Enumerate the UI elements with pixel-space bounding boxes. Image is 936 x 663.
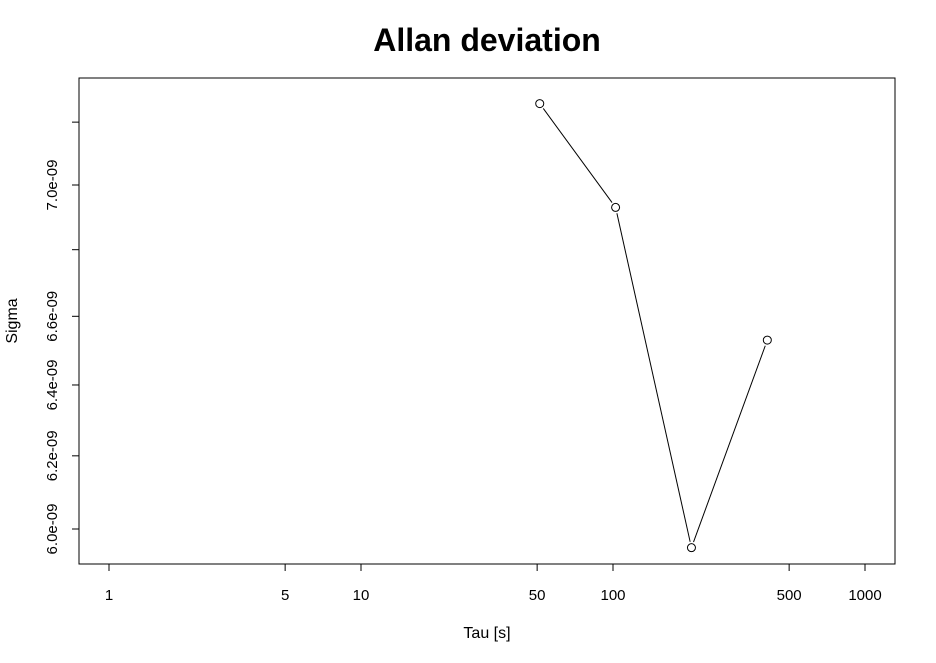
chart-title: Allan deviation xyxy=(373,22,601,58)
y-tick-label: 6.6e-09 xyxy=(44,291,61,342)
data-point xyxy=(686,543,696,553)
series-line-segment xyxy=(693,345,766,543)
series-line-segment xyxy=(542,108,613,203)
y-tick-label: 6.0e-09 xyxy=(44,504,61,555)
x-tick-label: 10 xyxy=(353,587,370,604)
series-group xyxy=(535,99,772,553)
x-tick-label: 100 xyxy=(600,587,625,604)
plot-frame xyxy=(78,77,896,565)
series-line-segment xyxy=(616,213,691,542)
x-tick-label: 50 xyxy=(529,587,546,604)
x-axis: 1 5 10 50 100 500 1000 xyxy=(105,563,882,604)
data-point xyxy=(611,202,621,212)
x-tick-label: 1 xyxy=(105,587,113,604)
x-axis-label: Tau [s] xyxy=(463,625,510,642)
data-point xyxy=(535,99,545,109)
y-axis-label: Sigma xyxy=(4,298,21,343)
y-axis: 6.0e-09 6.2e-09 6.4e-09 6.6e-09 7.0e-09 xyxy=(44,121,80,555)
y-tick-label: 6.2e-09 xyxy=(44,430,61,481)
y-tick-label: 7.0e-09 xyxy=(44,160,61,211)
x-tick-label: 5 xyxy=(281,587,289,604)
x-tick-label: 500 xyxy=(777,587,802,604)
x-tick-label: 1000 xyxy=(848,587,881,604)
data-point xyxy=(762,335,772,345)
y-tick-label: 6.4e-09 xyxy=(44,360,61,411)
